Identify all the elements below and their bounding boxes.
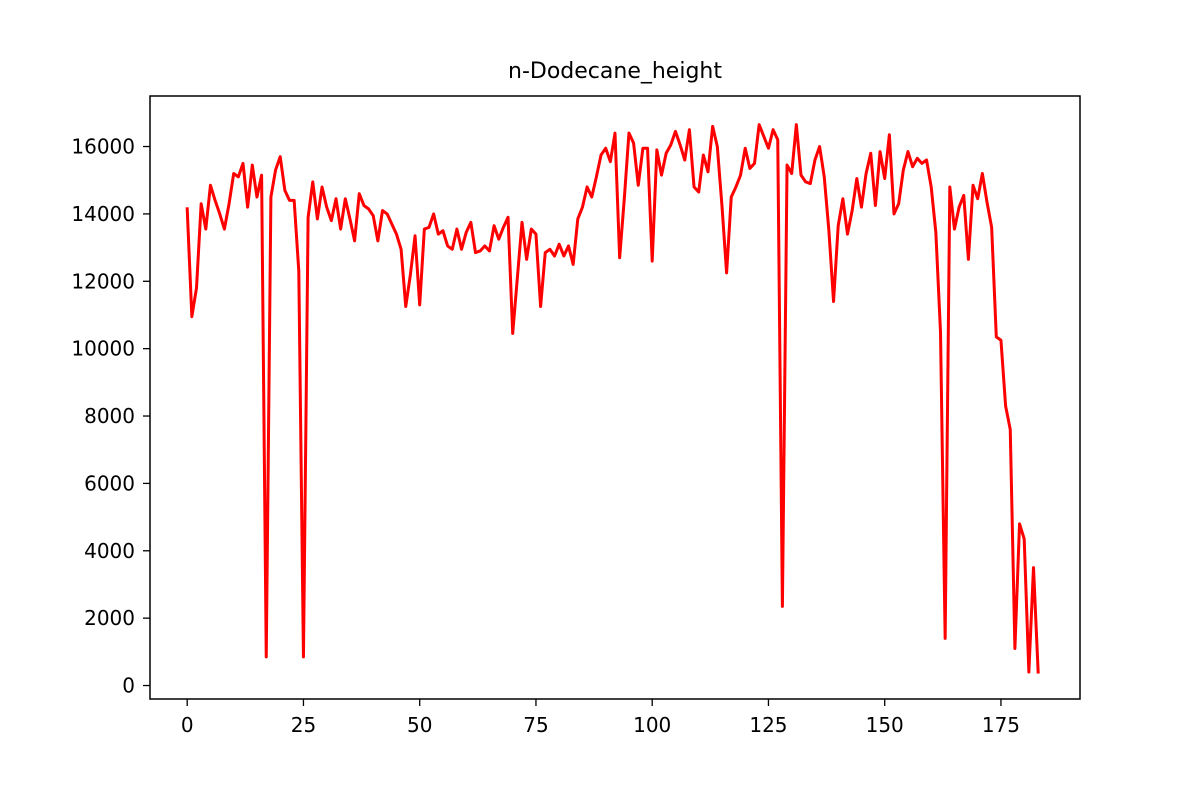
- axes: 0 25 50 75 100 125 150 175 0 2000 4000 6000 8000 1000…: [71, 135, 1020, 737]
- chart-title: n-Dodecane_height: [508, 59, 722, 84]
- x-tick-label: 125: [749, 713, 787, 737]
- y-tick-label: 12000: [71, 269, 135, 293]
- y-tick-label: 16000: [71, 135, 135, 159]
- y-tick-label: 8000: [84, 404, 135, 428]
- x-tick-label: 50: [407, 713, 432, 737]
- y-tick-label: 0: [122, 674, 135, 698]
- y-tick-label: 10000: [71, 337, 135, 361]
- plot-frame: [149, 95, 1081, 700]
- y-tick-label: 14000: [71, 202, 135, 226]
- y-tick-label: 4000: [84, 539, 135, 563]
- x-tick-label: 25: [291, 713, 316, 737]
- series-line-0: [185, 123, 1040, 674]
- x-tick-label: 150: [866, 713, 904, 737]
- x-tick-label: 0: [181, 713, 194, 737]
- x-tick-label: 75: [523, 713, 548, 737]
- y-tick-label: 2000: [84, 606, 135, 630]
- x-tick-label: 100: [633, 713, 671, 737]
- y-tick-label: 6000: [84, 471, 135, 495]
- x-tick-label: 175: [982, 713, 1020, 737]
- plot-area: [185, 123, 1040, 674]
